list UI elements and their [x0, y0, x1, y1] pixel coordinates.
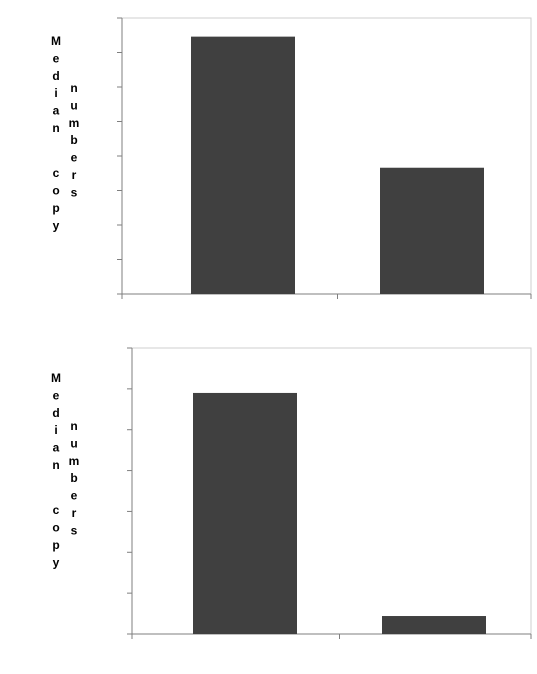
bar-acute: [193, 392, 297, 634]
bar-chronic: [380, 167, 484, 294]
bar-chronic: [382, 616, 486, 634]
plot-frame: [131, 347, 532, 635]
bar-acute: [191, 36, 295, 294]
